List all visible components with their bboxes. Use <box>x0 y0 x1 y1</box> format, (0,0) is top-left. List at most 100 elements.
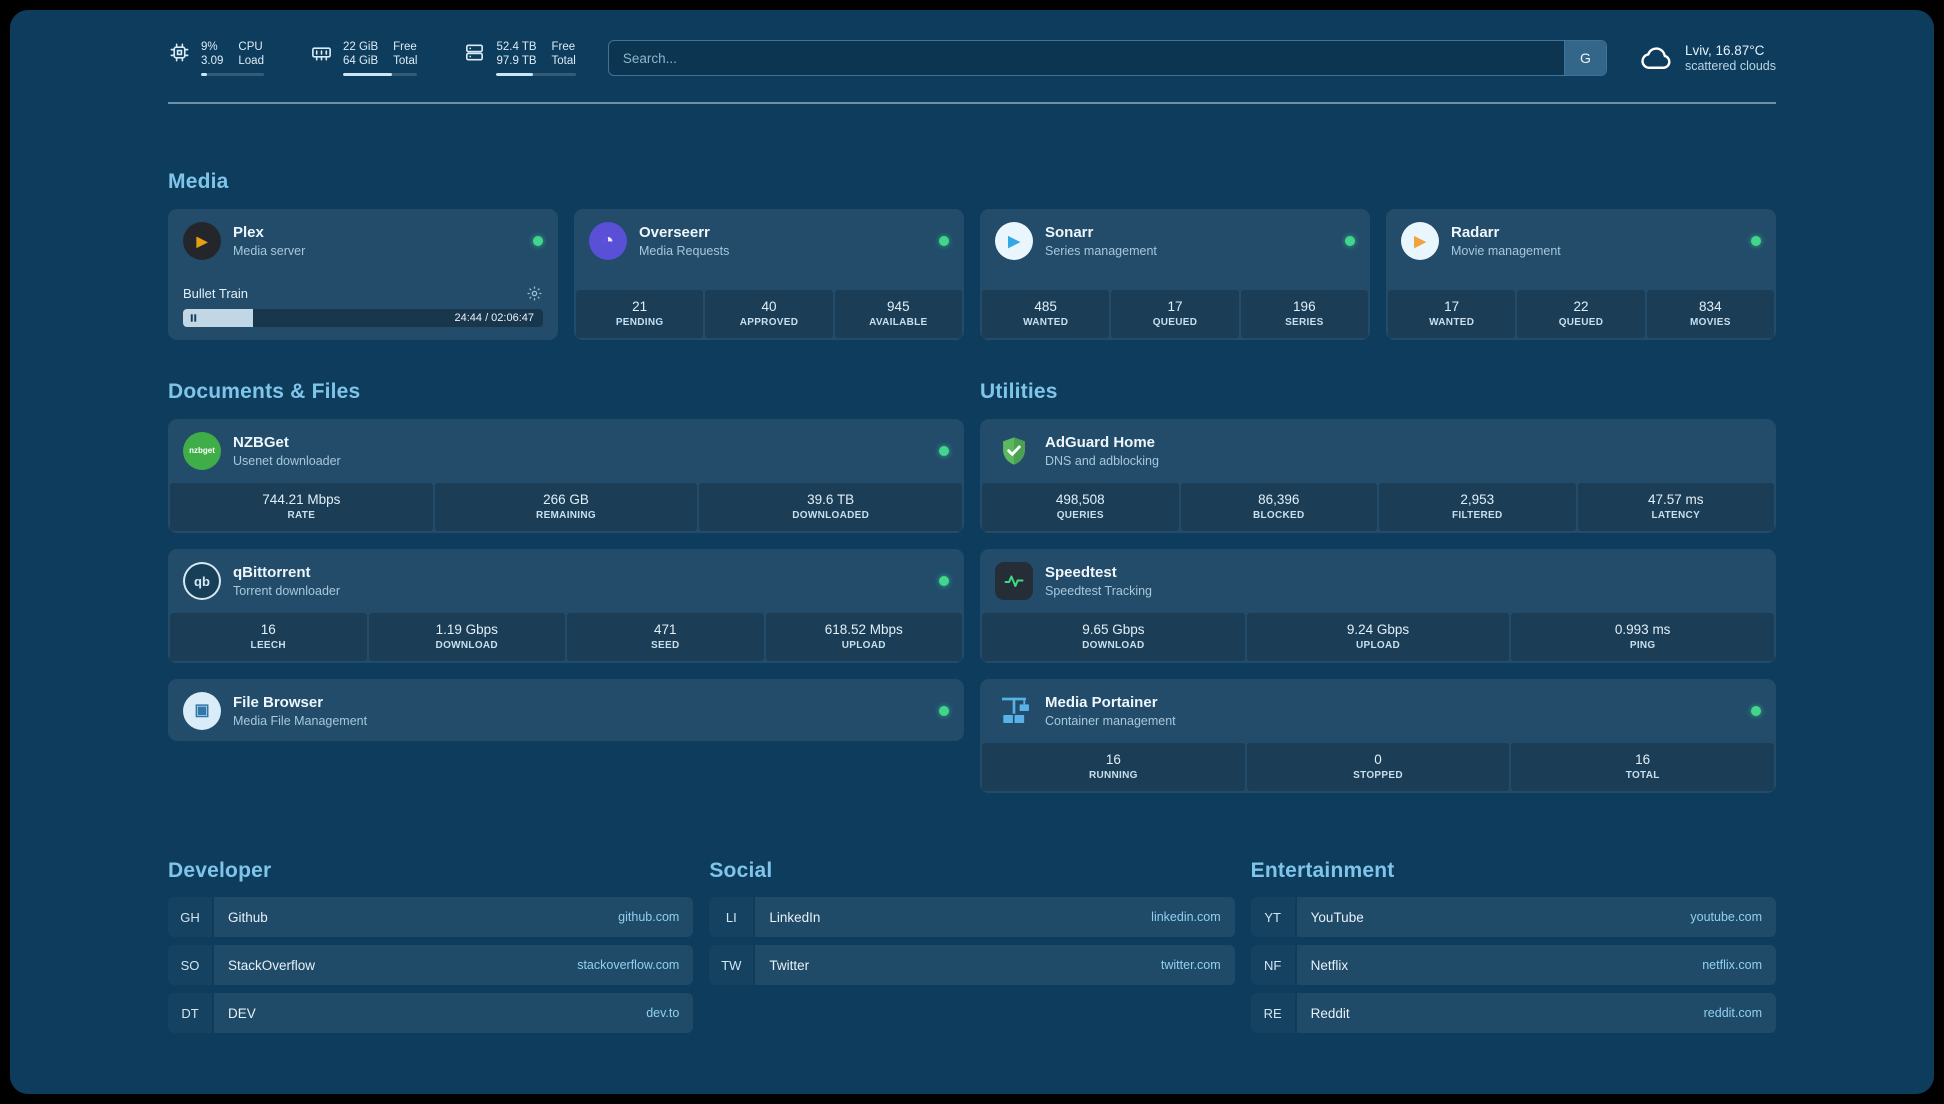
bookmark-youtube[interactable]: YT YouTube youtube.com <box>1251 897 1776 937</box>
status-dot <box>1751 706 1761 716</box>
qbittorrent-stats: 16 LEECH 1.19 Gbps DOWNLOAD 471 SEED 618.52 Mb… <box>168 611 964 663</box>
portainer-stats: 16 RUNNING 0 STOPPED 16 TOTAL <box>980 741 1776 793</box>
stat-label: REMAINING <box>536 510 596 521</box>
stat-label: TOTAL <box>1625 770 1660 781</box>
overseerr-glyph: ◔ <box>601 230 615 252</box>
filebrowser-glyph: ▣ <box>194 702 210 719</box>
gear-icon[interactable] <box>526 285 543 302</box>
filebrowser-card[interactable]: ▣ File Browser Media File Management <box>168 679 964 741</box>
cpu-label-top: CPU <box>238 41 263 53</box>
stat-value: 86,396 <box>1258 492 1300 507</box>
resource-disk: 52.4 TB 97.9 TB Free Total <box>463 40 576 76</box>
sonarr-titles: Sonarr Series management <box>1045 224 1157 259</box>
stat-series: 196 SERIES <box>1240 290 1368 338</box>
bookmark-github[interactable]: GH Github github.com <box>168 897 694 937</box>
bookmark-domain: reddit.com <box>1703 1006 1762 1020</box>
developer-bookmarks: GH Github github.com SO StackOverflow stackov… <box>168 897 694 1033</box>
stat-approved: 40 APPROVED <box>705 290 833 338</box>
cpu-labels: CPU Load <box>238 40 264 68</box>
stat-value: 834 <box>1699 299 1722 314</box>
qbittorrent-titles: qBittorrent Torrent downloader <box>233 564 340 599</box>
stat-label: WANTED <box>1023 317 1069 328</box>
plex-card[interactable]: ▶ Plex Media server Bullet Train 24:44 / 02:… <box>168 209 558 340</box>
stat-value: 471 <box>653 622 677 637</box>
qbittorrent-header: qb qBittorrent Torrent downloader <box>168 549 964 611</box>
stat-filtered: 2,953 FILTERED <box>1379 483 1576 531</box>
search-input[interactable] <box>608 41 1564 75</box>
bookmark-netflix[interactable]: NF Netflix netflix.com <box>1251 945 1776 985</box>
bookmark-label: Github <box>228 909 268 925</box>
radarr-card[interactable]: ▶ Radarr Movie management 17 WANTED 22 QUEUED 8… <box>1386 209 1776 340</box>
cpu-usage-fill <box>201 73 207 76</box>
bookmark-stackoverflow[interactable]: SO StackOverflow stackoverflow.com <box>168 945 694 985</box>
stat-label: UPLOAD <box>841 640 886 651</box>
sonarr-icon: ▶ <box>995 222 1033 260</box>
service-subtitle: Series management <box>1045 243 1157 258</box>
cpu-value-bottom: 3.09 <box>201 55 224 67</box>
speedtest-icon <box>995 562 1033 600</box>
stat-leech: 16 LEECH <box>170 613 367 661</box>
plex-titles: Plex Media server <box>233 224 305 259</box>
adguard-logo <box>998 435 1030 467</box>
weather-location: Lviv, 16.87°C <box>1684 43 1765 58</box>
stat-value: 485 <box>1034 299 1057 314</box>
adguard-card[interactable]: AdGuard Home DNS and adblocking 498,508 QUE… <box>980 419 1776 533</box>
stat-label: DOWNLOAD <box>435 640 498 651</box>
sonarr-header: ▶ Sonarr Series management <box>980 209 1370 271</box>
service-subtitle: Media Requests <box>639 243 730 258</box>
sonarr-card[interactable]: ▶ Sonarr Series management 485 WANTED 17 QUEUE… <box>980 209 1370 340</box>
portainer-card[interactable]: Media Portainer Container management 16 RUN… <box>980 679 1776 793</box>
status-dot <box>939 706 949 716</box>
memory-values: 22 GiB 64 GiB <box>343 40 378 68</box>
disk-usage-fill <box>496 73 533 76</box>
disk-label-top: Free <box>551 41 576 53</box>
service-title: Speedtest <box>1045 563 1117 581</box>
bookmark-reddit[interactable]: RE Reddit reddit.com <box>1251 993 1776 1033</box>
qbittorrent-card[interactable]: qb qBittorrent Torrent downloader 16 LEECH 1.… <box>168 549 964 663</box>
stat-value: 498,508 <box>1055 492 1105 507</box>
stat-value: 9.24 Gbps <box>1346 622 1410 637</box>
weather-widget[interactable]: Lviv, 16.87°C scattered clouds <box>1639 40 1776 76</box>
cpu-values: 9% 3.09 <box>201 40 223 68</box>
status-dot <box>939 236 949 246</box>
weather-text: Lviv, 16.87°C scattered clouds <box>1685 43 1776 73</box>
stat-label: WANTED <box>1429 317 1475 328</box>
radarr-header: ▶ Radarr Movie management <box>1386 209 1776 271</box>
plex-header: ▶ Plex Media server <box>168 209 558 271</box>
resource-widgets: 9% 3.09 CPU Load 22 GiB 64 GiB Free Total 52.4 T… <box>168 40 576 76</box>
search-provider-button[interactable]: G <box>1563 41 1606 75</box>
nzbget-card[interactable]: nzbget NZBGet Usenet downloader 744.21 Mbps… <box>168 419 964 533</box>
bookmark-label: Twitter <box>769 957 810 973</box>
bookmark-linkedin[interactable]: LI LinkedIn linkedin.com <box>709 897 1235 937</box>
pause-icon[interactable] <box>187 312 200 325</box>
stat-ping: 0.993 ms PING <box>1511 613 1775 661</box>
overseerr-card[interactable]: ◔ Overseerr Media Requests 21 PENDING 40 APPRO… <box>574 209 964 340</box>
bookmark-label: Reddit <box>1310 1005 1350 1021</box>
bookmark-twitter[interactable]: TW Twitter twitter.com <box>709 945 1235 985</box>
memory-label-bottom: Total <box>393 55 418 67</box>
service-subtitle: Torrent downloader <box>233 583 341 598</box>
stat-value: 9.65 Gbps <box>1082 622 1145 637</box>
stat-stopped: 0 STOPPED <box>1246 743 1510 791</box>
stat-available: 945 AVAILABLE <box>834 290 962 338</box>
bookmark-abbr: LI <box>709 897 753 937</box>
bookmark-domain: linkedin.com <box>1151 910 1221 924</box>
stat-label: RATE <box>287 510 316 521</box>
speedtest-card[interactable]: Speedtest Speedtest Tracking 9.65 Gbps DOWN… <box>980 549 1776 663</box>
cpu-label-bottom: Load <box>238 55 264 67</box>
speedtest-logo <box>1002 569 1026 593</box>
sonarr-stats: 485 WANTED 17 QUEUED 196 SERIES <box>980 288 1370 340</box>
status-dot <box>939 446 949 456</box>
bookmark-dev[interactable]: DT DEV dev.to <box>168 993 694 1033</box>
stat-pending: 21 PENDING <box>576 290 704 338</box>
service-title: File Browser <box>233 693 324 711</box>
nzbget-icon: nzbget <box>183 432 221 470</box>
radarr-titles: Radarr Movie management <box>1451 224 1561 259</box>
stat-upload: 9.24 Gbps UPLOAD <box>1246 613 1510 661</box>
section-media: Media ▶ Plex Media server Bullet Train 24:44… <box>168 170 1776 340</box>
memory-label-top: Free <box>393 41 417 53</box>
documents-files-cards: nzbget NZBGet Usenet downloader 744.21 Mbps… <box>168 419 964 741</box>
bookmark-body: Netflix netflix.com <box>1296 945 1776 985</box>
service-columns: Documents & Files nzbget NZBGet Usenet down… <box>168 380 1776 793</box>
nzbget-stats: 744.21 Mbps RATE 266 GB REMAINING 39.6 TB DOW… <box>168 481 964 533</box>
